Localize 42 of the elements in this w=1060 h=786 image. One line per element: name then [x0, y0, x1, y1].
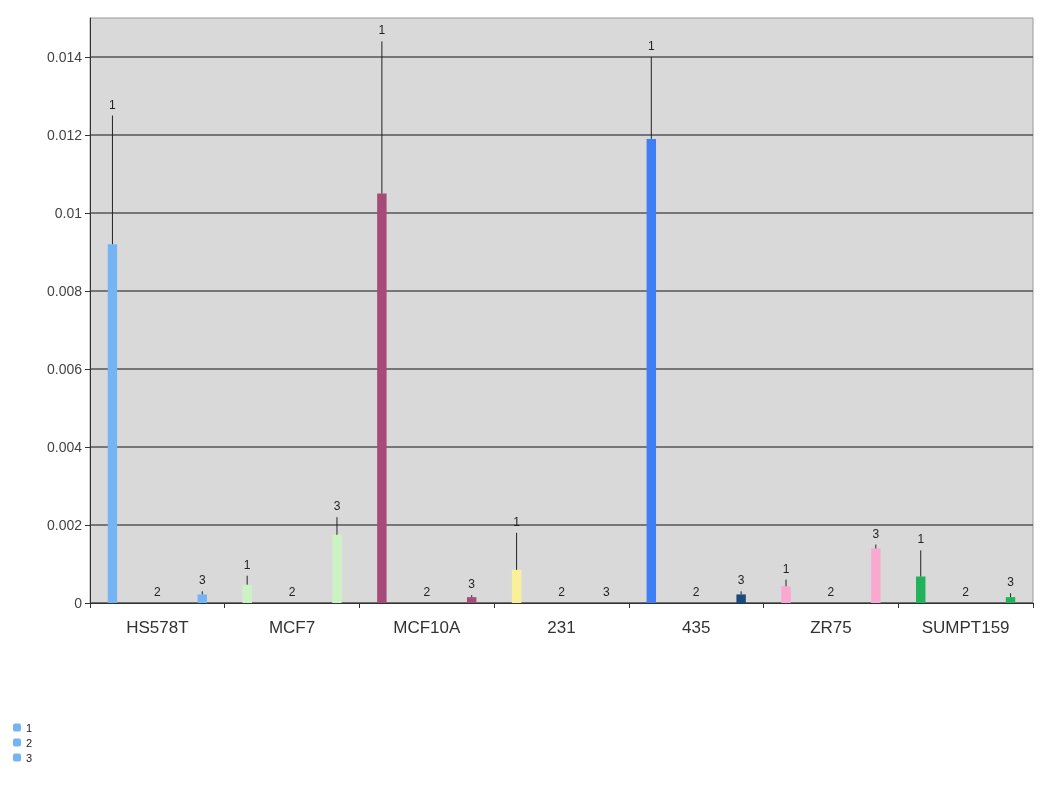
y-tick-label: 0.014 [46, 49, 83, 65]
text: 2 [827, 585, 835, 599]
text: 1 [917, 532, 925, 547]
text: 1 [647, 39, 655, 53]
y-tick-label: 0.01 [54, 205, 83, 221]
y-tick-label: 0.008 [46, 283, 83, 299]
y-tick-label: 0.012 [46, 127, 83, 143]
text: 3 [872, 526, 880, 541]
text: 2 [558, 585, 565, 599]
x-tick-label: ZR75 [810, 618, 852, 637]
x-tick-label: 231 [547, 618, 576, 637]
legend-label: 2 [26, 736, 33, 749]
text: 2 [154, 585, 161, 599]
bar [511, 569, 522, 603]
x-tick-label: 435 [682, 618, 711, 637]
text: 1 [378, 23, 386, 38]
bar [646, 138, 657, 603]
text: 3 [198, 573, 206, 588]
x-tick-label: MCF10A [393, 618, 461, 637]
text: 3 [1007, 575, 1014, 590]
text: 1 [513, 514, 520, 529]
y-tick-label: 0.002 [46, 517, 83, 533]
text: 3 [468, 577, 476, 592]
y-tick-label: 0.006 [46, 361, 83, 377]
text: 1 [243, 557, 251, 572]
y-tick-label: 0.004 [46, 439, 83, 455]
legend-label: 3 [26, 751, 33, 764]
text: 1 [109, 97, 116, 112]
bar [736, 594, 746, 603]
text: 2 [692, 585, 700, 599]
y-tick-label: 0 [74, 595, 83, 611]
text: 2 [962, 585, 969, 599]
x-tick-label: HS578T [126, 618, 189, 637]
text: 3 [737, 573, 745, 588]
text: 1 [782, 561, 790, 576]
text: 2 [288, 585, 296, 599]
x-tick-label: MCF7 [268, 618, 316, 637]
text: 2 [423, 585, 431, 599]
text: 3 [603, 585, 610, 599]
legend-label: 1 [26, 721, 33, 734]
text: 3 [333, 499, 341, 514]
x-tick-label: SUMPT159 [921, 618, 1010, 637]
